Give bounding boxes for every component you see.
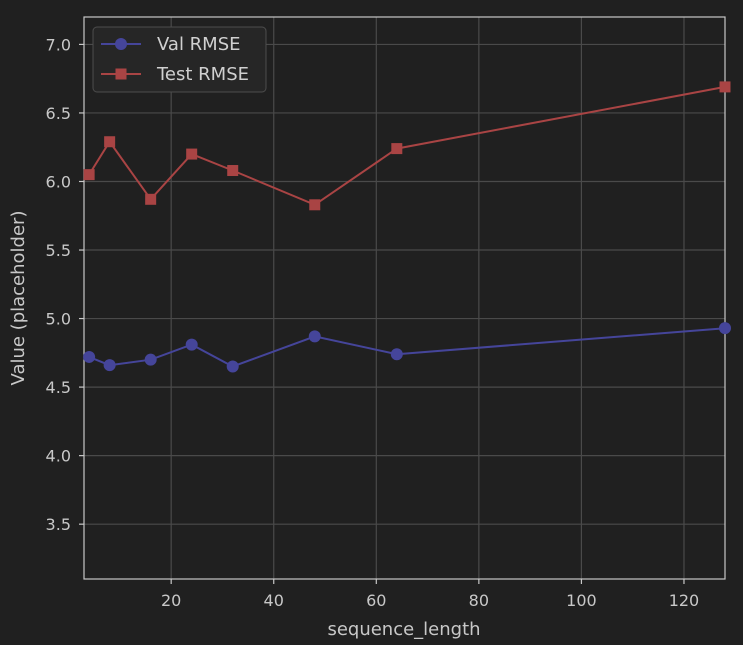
y-tick-label: 5.0	[46, 310, 71, 329]
series-layer	[83, 81, 731, 373]
series-val-rmse	[83, 322, 731, 373]
x-tick-label: 20	[161, 591, 181, 610]
data-point	[186, 148, 198, 160]
x-tick-label: 40	[264, 591, 284, 610]
x-tick-label: 60	[366, 591, 386, 610]
legend: Val RMSE Test RMSE	[92, 26, 267, 93]
y-tick-label: 7.0	[46, 35, 71, 54]
y-tick-label: 5.5	[46, 241, 71, 260]
data-point	[390, 348, 403, 361]
data-point	[83, 350, 96, 363]
data-point	[227, 165, 239, 177]
legend-label-val: Val RMSE	[157, 34, 241, 55]
data-point	[145, 193, 157, 205]
series-line	[88, 327, 726, 368]
y-tick-label: 4.0	[46, 447, 71, 466]
data-point	[104, 136, 116, 148]
data-point	[185, 338, 198, 351]
legend-marker-val	[115, 38, 127, 50]
data-point	[309, 199, 321, 211]
y-tick-label: 6.5	[46, 104, 71, 123]
data-point	[308, 330, 321, 343]
y-axis: 3.5 4.0 4.5 5.0 5.5 6.0 6.5 7.0	[46, 35, 84, 534]
data-point	[144, 353, 157, 366]
x-tick-label: 120	[669, 591, 700, 610]
y-tick-label: 3.5	[46, 515, 71, 534]
series-test-rmse	[83, 81, 731, 211]
x-tick-label: 100	[566, 591, 597, 610]
data-point	[83, 169, 95, 181]
data-point	[226, 360, 239, 373]
data-point	[103, 359, 116, 372]
data-point	[719, 81, 731, 93]
series-line	[88, 85, 726, 206]
legend-marker-test	[115, 68, 127, 80]
y-tick-label: 6.0	[46, 172, 71, 191]
data-point	[719, 322, 731, 335]
y-axis-label: Value (placeholder)	[8, 211, 29, 386]
x-axis-label: sequence_length	[327, 619, 480, 640]
grid	[84, 17, 725, 579]
y-tick-label: 4.5	[46, 378, 71, 397]
plot-frame	[83, 16, 726, 580]
x-axis: 20 40 60 80 100 120	[161, 579, 699, 610]
x-tick-label: 80	[469, 591, 489, 610]
legend-label-test: Test RMSE	[156, 64, 249, 85]
data-point	[391, 143, 403, 155]
